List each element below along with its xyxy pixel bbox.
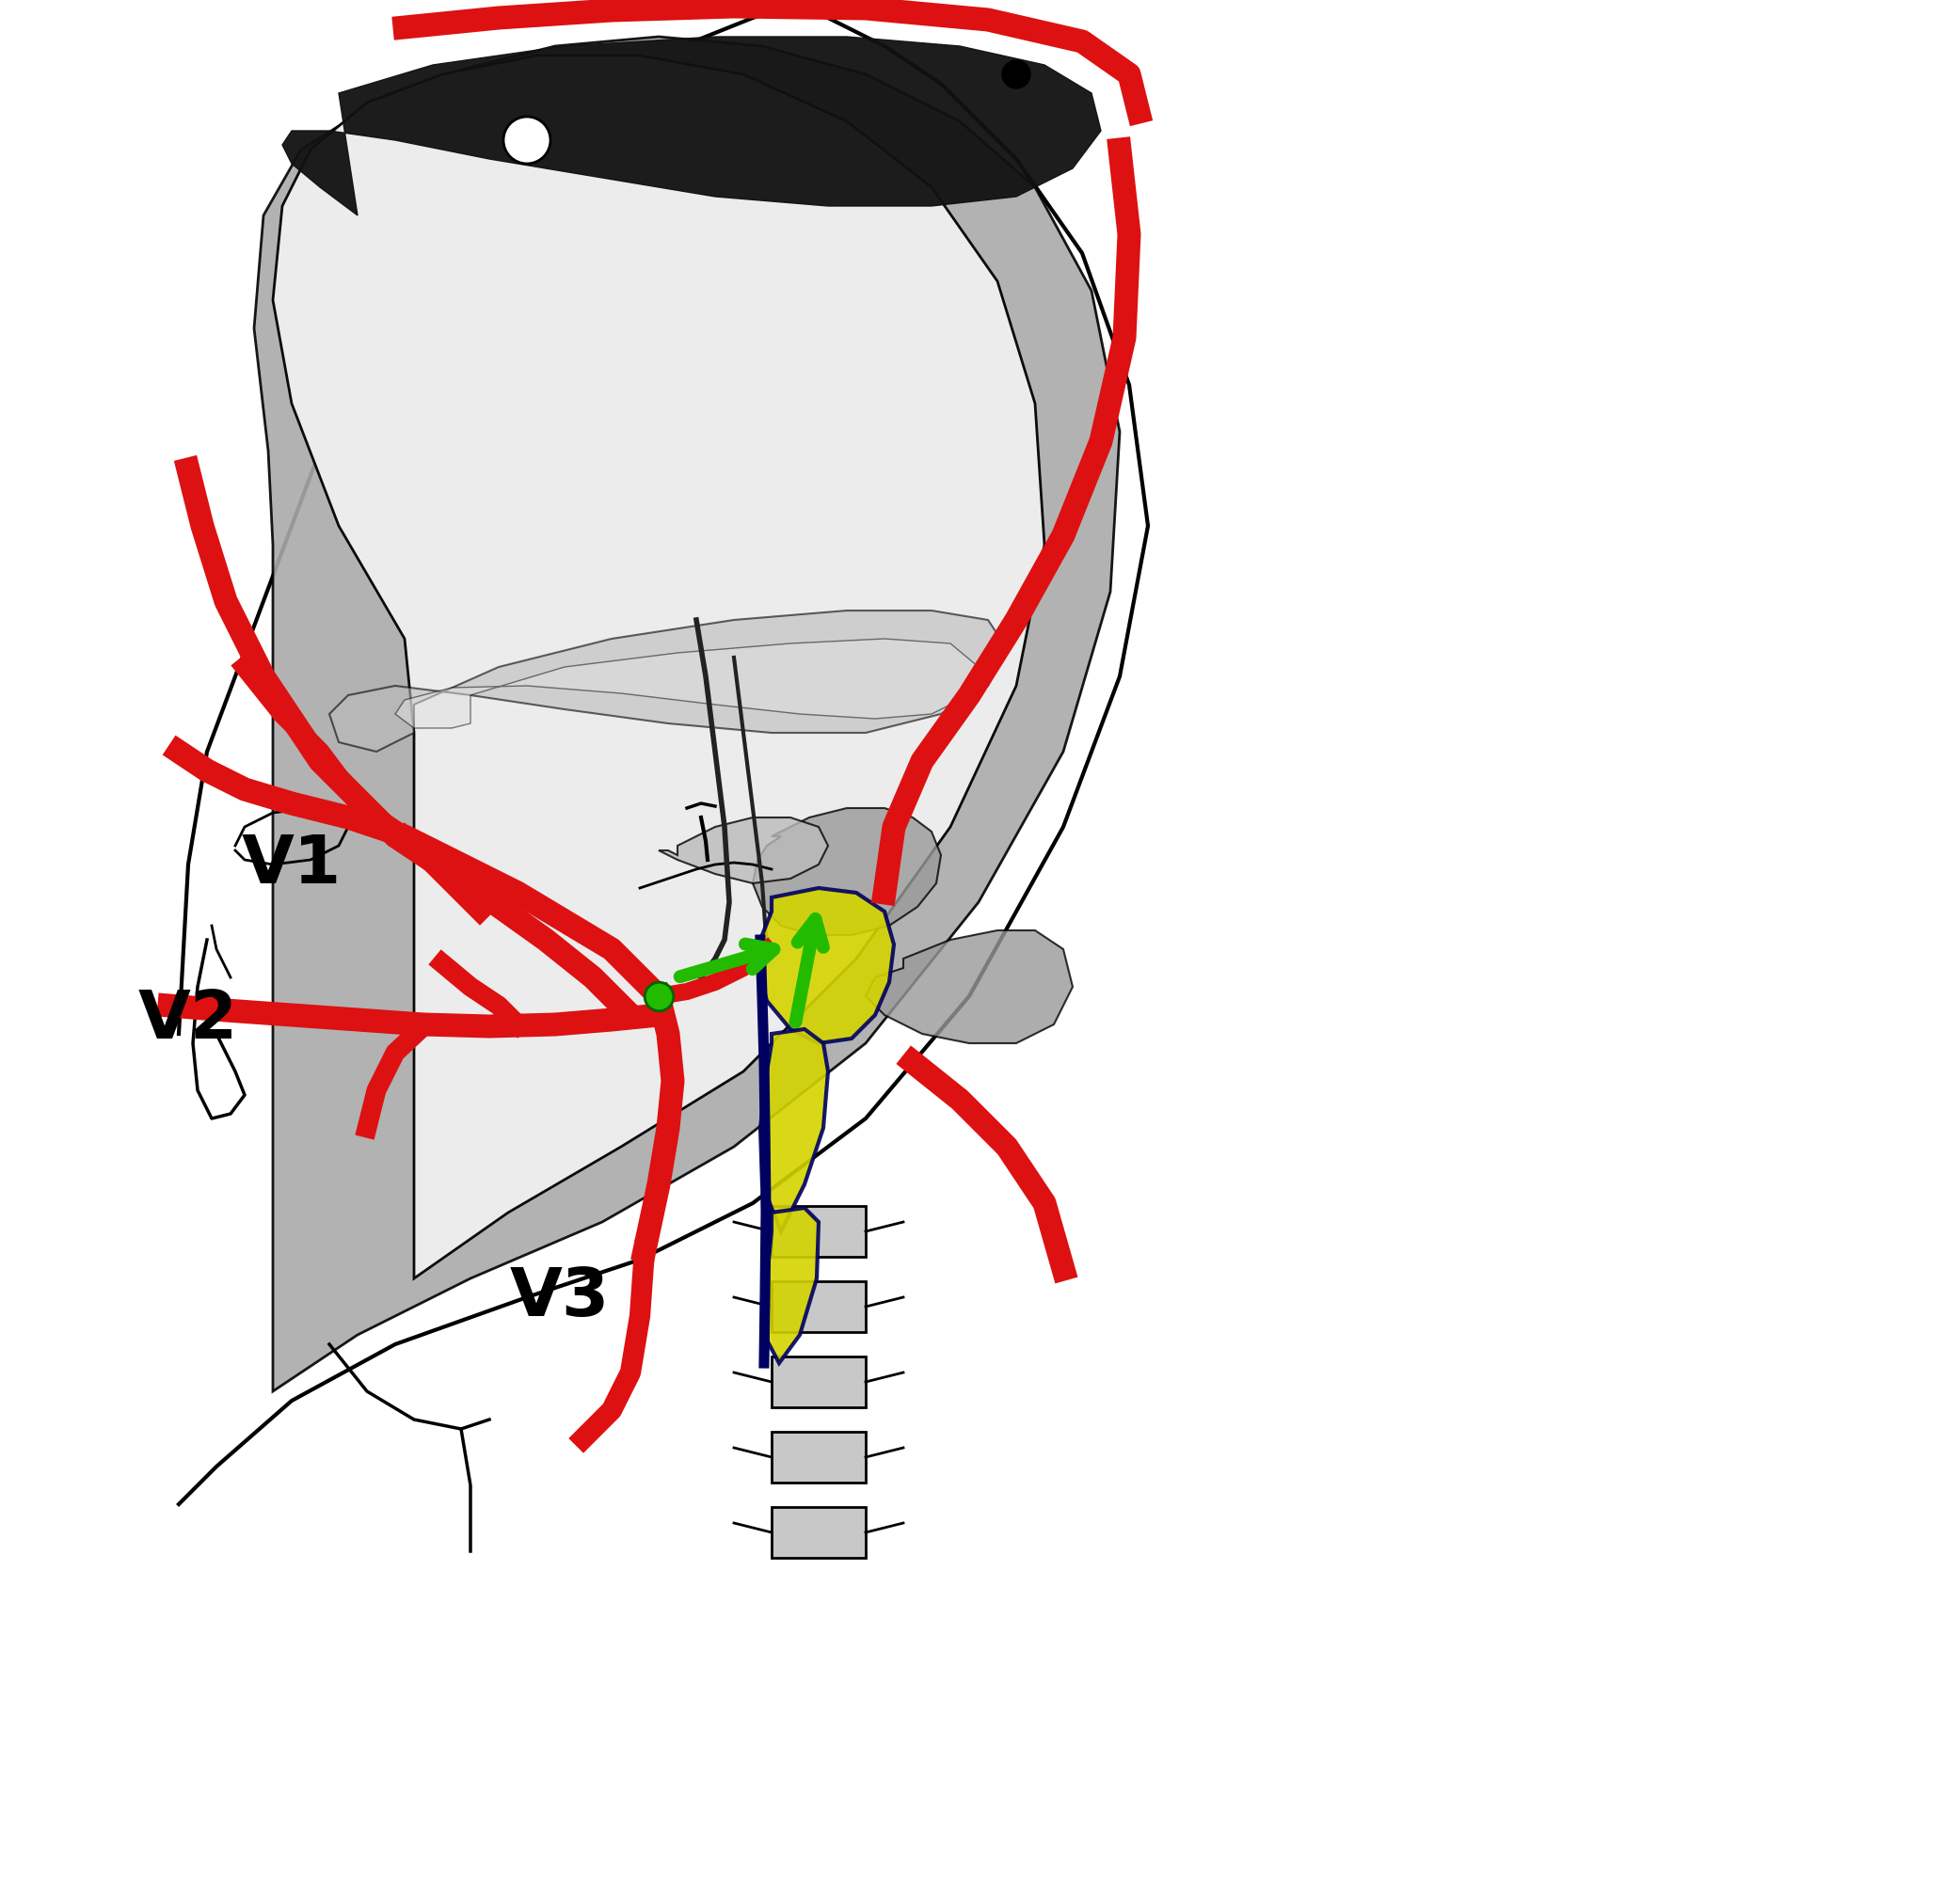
- Polygon shape: [772, 1282, 866, 1333]
- Text: V1: V1: [241, 833, 341, 897]
- Polygon shape: [659, 818, 827, 884]
- Polygon shape: [772, 1431, 866, 1482]
- Polygon shape: [282, 38, 1102, 217]
- Polygon shape: [772, 1206, 866, 1257]
- Polygon shape: [255, 38, 1119, 1391]
- Polygon shape: [772, 1357, 866, 1408]
- Circle shape: [1002, 60, 1031, 89]
- Polygon shape: [272, 57, 1045, 1278]
- Polygon shape: [396, 640, 978, 729]
- Polygon shape: [753, 808, 941, 936]
- Polygon shape: [757, 889, 894, 1044]
- Polygon shape: [772, 1507, 866, 1558]
- Polygon shape: [760, 1029, 827, 1231]
- Polygon shape: [329, 612, 1007, 751]
- Text: V3: V3: [510, 1265, 610, 1329]
- Polygon shape: [866, 931, 1072, 1044]
- Text: V2: V2: [139, 987, 237, 1054]
- Circle shape: [504, 117, 551, 164]
- Polygon shape: [764, 1208, 819, 1363]
